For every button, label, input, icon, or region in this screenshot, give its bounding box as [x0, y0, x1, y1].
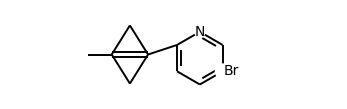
Text: N: N [195, 25, 205, 39]
Circle shape [215, 64, 230, 79]
Circle shape [195, 27, 205, 37]
Text: Br: Br [223, 64, 239, 78]
